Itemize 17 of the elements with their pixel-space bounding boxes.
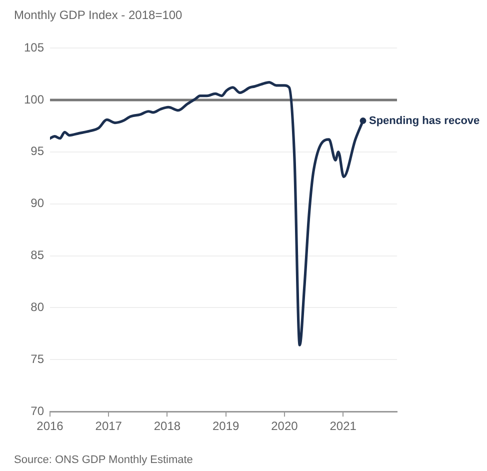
annotation: Spending has recove [369, 114, 480, 127]
y-tick-label: 75 [30, 352, 44, 366]
x-tick-label: 2018 [154, 419, 181, 434]
y-tick-label: 95 [30, 144, 44, 158]
x-tick-label: 2021 [330, 419, 357, 434]
x-tick-label: 2020 [271, 419, 298, 434]
x-tick-label: 2017 [95, 419, 122, 434]
y-tick-label: 85 [30, 248, 44, 262]
y-tick-label: 80 [30, 300, 44, 314]
source-note: Source: ONS GDP Monthly Estimate [14, 454, 193, 466]
y-tick-label: 90 [30, 196, 44, 210]
x-tick-label: 2019 [212, 419, 240, 434]
chart-title: Monthly GDP Index - 2018=100 [14, 8, 183, 22]
y-tick-label: 100 [24, 92, 44, 106]
x-tick-label: 2016 [36, 419, 64, 434]
y-tick-label: 105 [24, 40, 44, 54]
y-tick-label: 70 [30, 404, 44, 418]
